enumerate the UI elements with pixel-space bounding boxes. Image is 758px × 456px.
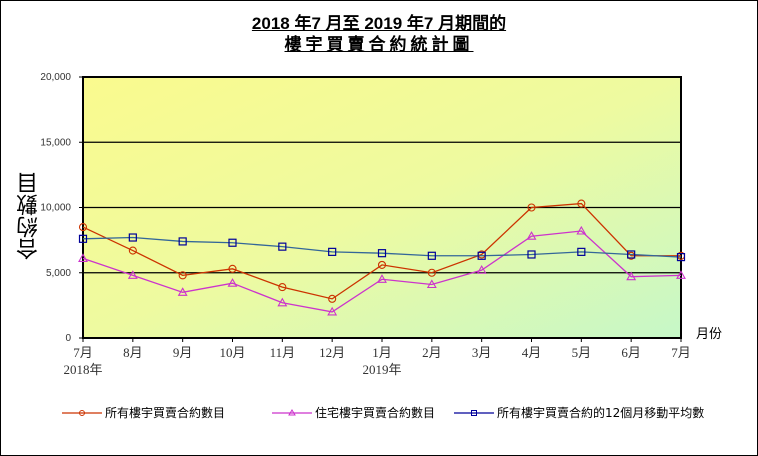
data-point <box>78 234 88 243</box>
legend-item-residential: 住宅樓宇買賣合約數目 <box>272 404 435 421</box>
data-point <box>178 237 187 246</box>
series-line <box>82 202 681 300</box>
data-point <box>128 233 137 242</box>
x-tick-label: 10月 <box>219 345 245 360</box>
x-year-label: 2018年 <box>63 362 102 377</box>
data-point <box>328 294 337 303</box>
data-point <box>577 199 586 208</box>
data-point <box>477 251 486 260</box>
series-line <box>82 230 682 313</box>
data-point <box>676 270 686 279</box>
x-tick-label: 2月 <box>422 345 442 360</box>
data-point <box>427 268 436 277</box>
data-point <box>377 260 387 269</box>
data-point <box>527 250 536 259</box>
data-point <box>228 238 237 247</box>
data-point <box>627 250 636 259</box>
data-point <box>626 271 637 281</box>
data-point <box>278 283 287 292</box>
y-axis-ticks: 0 5,000 10,000 15,000 20,000 <box>40 72 83 344</box>
data-point <box>328 247 337 256</box>
x-tick-label: 7月 <box>671 345 691 360</box>
data-point <box>527 203 536 212</box>
data-point <box>426 279 437 289</box>
x-tick-label: 3月 <box>472 345 492 360</box>
data-point <box>228 264 237 273</box>
series-group <box>78 199 686 316</box>
x-tick-label: 9月 <box>173 345 193 360</box>
chart-title-line1: 2018 年7 月至 2019 年7 月期間的 <box>251 14 507 33</box>
data-point <box>676 252 686 262</box>
y-tick-label: 5,000 <box>46 268 71 279</box>
data-point <box>78 223 88 232</box>
data-point <box>427 251 436 260</box>
triangle-marker-icon <box>272 408 312 415</box>
data-point <box>177 287 188 296</box>
x-tick-label: 8月 <box>123 345 143 360</box>
x-axis-unit: 月份 <box>696 327 723 342</box>
data-point <box>78 253 88 262</box>
x-tick-label: 4月 <box>522 345 542 360</box>
data-point <box>128 246 137 255</box>
chart-title-line2: 樓宇買賣合約統計圖 <box>284 35 474 54</box>
data-point <box>327 306 338 316</box>
x-tick-label: 1月 <box>372 345 392 360</box>
x-tick-label: 7月 <box>73 345 93 360</box>
data-point <box>178 271 187 280</box>
x-year-label: 2019年 <box>362 362 401 377</box>
data-point <box>577 247 586 256</box>
data-point <box>127 270 138 279</box>
x-tick-label: 12月 <box>319 345 345 360</box>
data-point <box>526 231 537 240</box>
data-point <box>576 225 587 235</box>
x-axis-ticks: 7月 8月 9月 10月 11月 12月 1月 2月 3月 4月 5月 6月 7月 2018年 2019年 <box>63 338 691 377</box>
circle-marker-icon <box>62 409 102 416</box>
data-point <box>227 278 238 287</box>
legend-item-all: 所有樓宇買賣合約數目 <box>62 404 225 421</box>
y-tick-label: 10,000 <box>40 203 71 214</box>
legend-label-residential: 住宅樓宇買賣合約數目 <box>315 406 436 420</box>
legend-label-all: 所有樓宇買賣合約數目 <box>105 406 226 420</box>
y-tick-label: 20,000 <box>40 72 71 83</box>
legend-label-moving-avg: 所有樓宇買賣合約的12個月移動平均數 <box>497 406 705 420</box>
series-line <box>82 236 682 258</box>
x-tick-label: 6月 <box>621 345 641 360</box>
legend-item-moving-avg: 所有樓宇買賣合約的12個月移動平均數 <box>454 404 704 421</box>
data-point <box>377 249 387 258</box>
data-point <box>277 297 288 307</box>
x-tick-label: 11月 <box>270 345 296 360</box>
x-tick-label: 5月 <box>572 345 592 360</box>
y-tick-label: 0 <box>65 333 71 344</box>
y-tick-label: 15,000 <box>40 137 71 148</box>
square-marker-icon <box>454 409 494 416</box>
data-point <box>476 265 487 274</box>
data-point <box>278 242 287 251</box>
data-point <box>377 274 387 283</box>
